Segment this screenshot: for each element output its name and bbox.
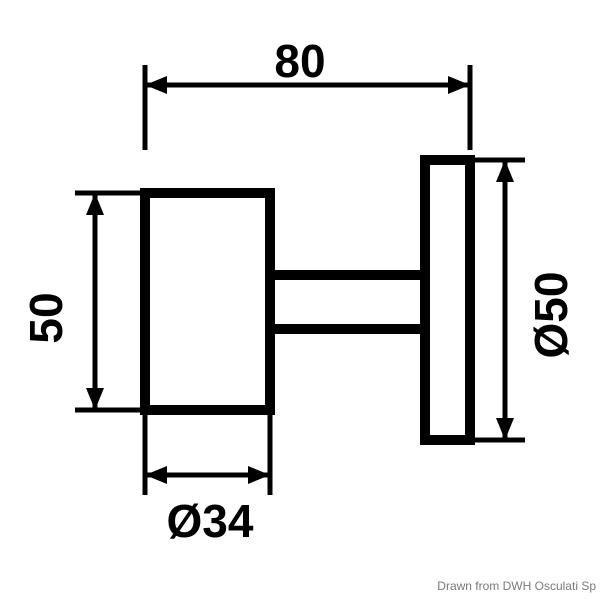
arrowhead <box>248 466 270 484</box>
dim-right-label: Ø50 <box>525 272 577 359</box>
diagram-stage: 80 50 Ø50 Ø34 Drawn from DWH Osculati Sp <box>0 0 600 600</box>
watermark-text: Drawn from DWH Osculati Sp <box>437 579 596 593</box>
dimension-drawing-svg: 80 50 Ø50 Ø34 Drawn from DWH Osculati Sp <box>0 0 600 600</box>
arrowhead <box>86 388 104 410</box>
dim-bottom-label: Ø34 <box>167 495 254 547</box>
dim-left-label: 50 <box>20 292 72 343</box>
dim-top-label: 80 <box>274 35 325 87</box>
arrowhead <box>496 160 514 182</box>
part-right-rect <box>425 160 470 440</box>
arrowhead <box>448 76 470 94</box>
arrowhead <box>145 466 167 484</box>
arrowhead <box>145 76 167 94</box>
arrowhead <box>86 193 104 215</box>
part-left-rect <box>145 193 270 410</box>
arrowhead <box>496 418 514 440</box>
